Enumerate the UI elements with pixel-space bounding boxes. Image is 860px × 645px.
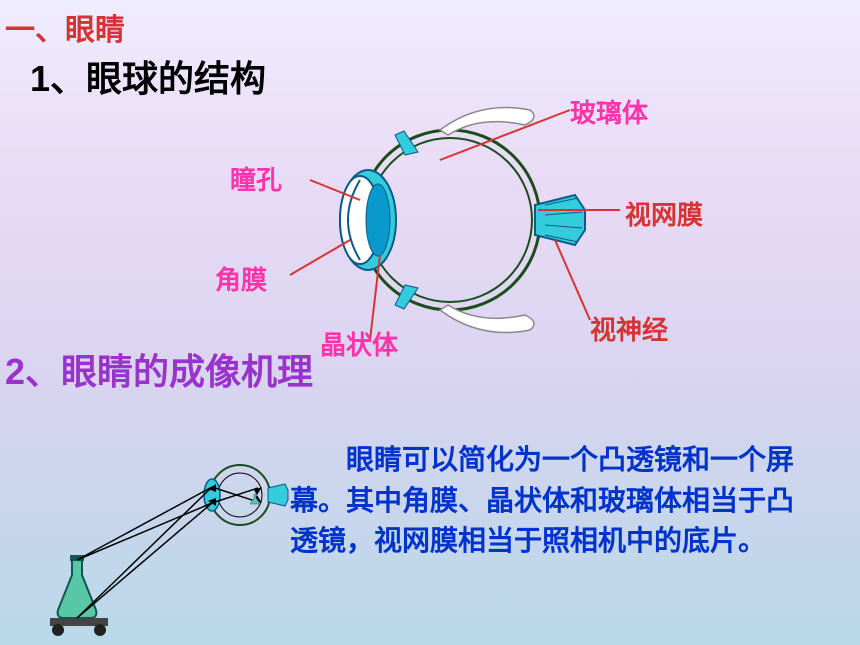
label-retina: 视网膜 <box>625 195 703 232</box>
label-optic-nerve: 视神经 <box>590 310 668 347</box>
label-lens: 晶状体 <box>320 325 398 362</box>
label-pupil: 瞳孔 <box>230 160 282 197</box>
label-cornea: 角膜 <box>215 260 267 297</box>
label-vitreous: 玻璃体 <box>570 93 648 130</box>
imaging-diagram <box>30 440 290 640</box>
eye-anatomy-diagram <box>0 0 860 360</box>
body-text: 眼睛可以简化为一个凸透镜和一个屏幕。其中角膜、晶状体和玻璃体相当于凸透镜，视网膜… <box>290 440 820 562</box>
